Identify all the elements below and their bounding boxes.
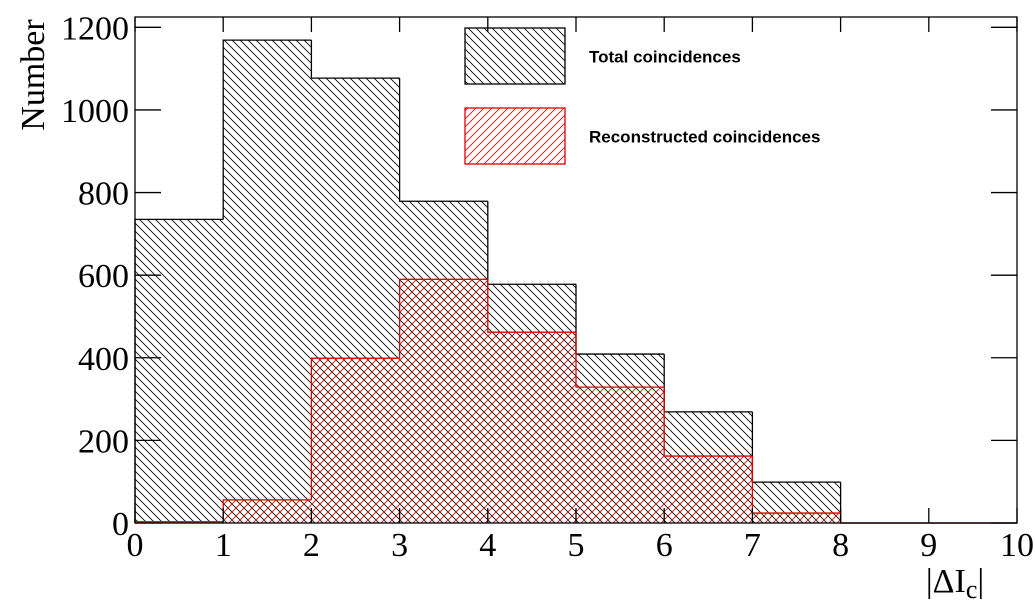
bar-outline [575, 284, 665, 355]
bar-outline [398, 78, 488, 202]
x-axis-label: |ΔIc| [926, 563, 984, 604]
y-tick-label: 200 [78, 423, 129, 460]
y-axis-label: Number [15, 19, 52, 131]
y-tick-label: 400 [78, 341, 129, 378]
bar [487, 332, 576, 523]
bar-outline [751, 411, 841, 483]
bar [664, 456, 753, 523]
bar-outline [487, 279, 576, 333]
bar-outline [222, 39, 312, 220]
x-tick-label: 3 [391, 527, 408, 564]
bar-outline [487, 201, 576, 285]
bar [752, 513, 841, 523]
bar [399, 279, 488, 523]
x-label-main: |ΔI [926, 563, 966, 600]
x-tick-label: 4 [479, 527, 496, 564]
legend-swatch [464, 27, 566, 85]
x-tick-label: 6 [656, 527, 673, 564]
y-tick-label: 600 [78, 258, 129, 295]
bar-outline [663, 387, 753, 457]
bar [223, 499, 312, 523]
bar-outline [310, 357, 400, 500]
bar [311, 358, 400, 523]
bar [135, 219, 224, 523]
y-tick-label: 800 [78, 176, 129, 213]
bar-outline [310, 40, 400, 79]
legend-swatch [464, 107, 566, 165]
x-tick-label: 7 [744, 527, 761, 564]
bar [576, 387, 665, 523]
y-tick-label: 1000 [61, 93, 129, 130]
x-label-sub: c [966, 575, 978, 604]
bar-outline [575, 332, 665, 388]
x-tick-label: 2 [303, 527, 320, 564]
bar-outline [398, 278, 488, 359]
x-tick-label: 5 [568, 527, 585, 564]
x-label-end: | [977, 563, 984, 600]
y-tick-label: 0 [112, 506, 129, 543]
bar [223, 40, 312, 523]
x-tick-label: 1 [215, 527, 232, 564]
x-tick-label: 8 [832, 527, 849, 564]
legend-label: Reconstructed coincidences [589, 127, 820, 146]
legend-label: Total coincidences [589, 47, 741, 66]
bar-outline [663, 354, 753, 413]
x-tick-label: 10 [1000, 527, 1034, 564]
bar-outline [839, 513, 929, 524]
bar-outline [839, 482, 929, 524]
x-tick-label: 0 [127, 527, 144, 564]
x-tick-label: 9 [920, 527, 937, 564]
y-tick-label: 1200 [61, 10, 129, 47]
